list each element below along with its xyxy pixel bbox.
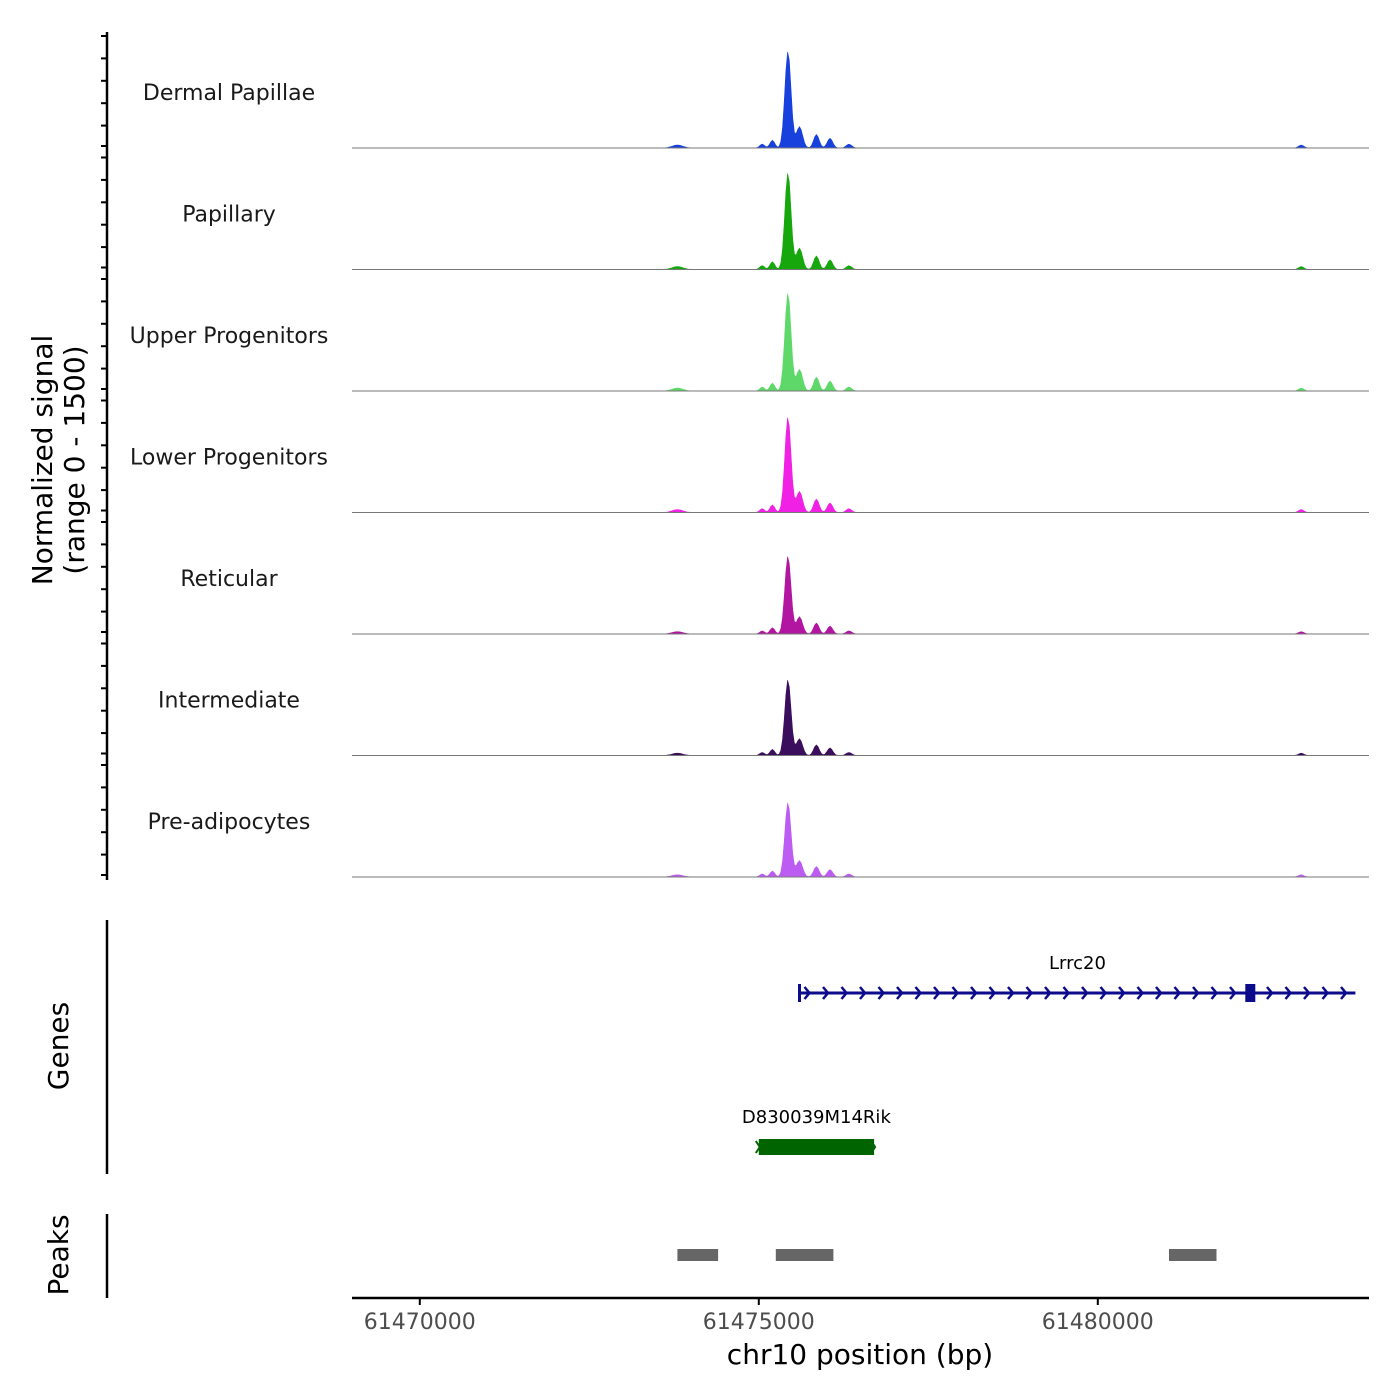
signal-area <box>352 173 1369 270</box>
signal-area <box>352 293 1369 392</box>
strand-arrow <box>896 986 904 1000</box>
strand-arrow <box>812 1140 819 1154</box>
x-axis-title: chr10 position (bp) <box>727 1338 993 1371</box>
strand-arrow <box>1284 986 1293 1000</box>
strand-arrow <box>970 986 978 1000</box>
strand-arrow <box>1340 986 1348 1000</box>
track-label: Papillary <box>182 203 276 228</box>
strand-arrow <box>831 1140 838 1154</box>
strand-arrow <box>1210 986 1219 1000</box>
signal-area <box>352 802 1369 878</box>
strand-arrow <box>1118 986 1126 1000</box>
strand-arrow <box>793 1140 800 1154</box>
x-axis-ticks: 61470000 61475000 61480000 <box>364 1298 1154 1335</box>
peaks-track-title: Peaks <box>42 1214 75 1295</box>
strand-arrow <box>988 986 997 1000</box>
track-dermal-papillae: Dermal Papillae <box>143 51 1369 149</box>
track-label: Dermal Papillae <box>143 81 315 106</box>
strand-arrow <box>914 986 923 1000</box>
gene-d830039m14rik: D830039M14Rik <box>742 1107 892 1155</box>
strand-arrow <box>802 1140 810 1154</box>
x-tick-label: 61480000 <box>1042 1310 1154 1335</box>
strand-arrow <box>1099 986 1108 1000</box>
track-papillary: Papillary <box>182 173 1369 270</box>
gene-lrrc20: Lrrc20 <box>798 953 1356 1002</box>
track-upper-progenitors: Upper Progenitors <box>130 293 1369 392</box>
signal-area <box>352 51 1369 149</box>
strand-arrow <box>783 1140 790 1154</box>
strand-arrow <box>1321 986 1330 1000</box>
strand-arrow <box>841 1140 848 1154</box>
track-label: Reticular <box>180 567 278 592</box>
strand-arrow <box>1062 986 1071 1000</box>
strand-arrow <box>1136 986 1145 1000</box>
strand-arrow <box>1247 986 1256 1000</box>
strand-arrow <box>754 1140 762 1154</box>
strand-arrow <box>822 1140 829 1154</box>
genes-track: Lrrc20 D830039M14Rik <box>742 953 1356 1155</box>
strand-arrow <box>933 986 941 1000</box>
track-pre-adipocytes: Pre-adipocytes <box>148 802 1369 878</box>
strand-arrow <box>822 986 830 1000</box>
track-lower-progenitors: Lower Progenitors <box>130 417 1369 513</box>
signal-area <box>352 680 1369 756</box>
gene-label: Lrrc20 <box>1049 953 1106 974</box>
y-axis-title-line2: (range 0 - 1500) <box>58 345 91 574</box>
peak-region <box>677 1249 719 1261</box>
strand-arrow <box>1044 986 1052 1000</box>
strand-arrow <box>764 1140 771 1154</box>
coverage-tracks: Dermal Papillae Papillary Upper Progenitor… <box>130 51 1369 878</box>
strand-arrow <box>1081 986 1089 1000</box>
strand-arrow <box>1266 986 1274 1000</box>
strand-arrow <box>850 1140 858 1154</box>
strand-arrow <box>1155 986 1163 1000</box>
strand-arrow <box>860 1140 867 1154</box>
strand-arrow <box>774 1140 781 1154</box>
strand-arrow <box>1025 986 1034 1000</box>
strand-arrow <box>803 986 812 1000</box>
strand-arrow <box>1229 986 1237 1000</box>
genes-track-title: Genes <box>42 1002 75 1090</box>
y-axis-title-line1: Normalized signal <box>26 335 59 586</box>
track-label: Pre-adipocytes <box>148 810 311 835</box>
gene-label: D830039M14Rik <box>742 1107 892 1128</box>
strand-arrow <box>870 1140 877 1154</box>
track-label: Upper Progenitors <box>130 324 329 349</box>
strand-arrow <box>1173 986 1182 1000</box>
gene-exon <box>1245 984 1256 1002</box>
strand-arrow <box>840 986 849 1000</box>
signal-area <box>352 417 1369 513</box>
peaks-track <box>677 1249 1217 1261</box>
peak-region <box>775 1249 834 1261</box>
strand-arrow <box>859 986 867 1000</box>
signal-area <box>352 556 1369 635</box>
track-intermediate: Intermediate <box>158 680 1369 756</box>
strand-arrow <box>951 986 960 1000</box>
strand-arrow <box>1007 986 1015 1000</box>
x-tick-label: 61470000 <box>364 1310 476 1335</box>
track-label: Lower Progenitors <box>130 446 328 471</box>
strand-arrow <box>1192 986 1200 1000</box>
peak-region <box>1169 1249 1217 1261</box>
track-reticular: Reticular <box>180 556 1369 635</box>
x-tick-label: 61475000 <box>703 1310 815 1335</box>
track-label: Intermediate <box>158 689 300 714</box>
strand-arrow <box>1303 986 1311 1000</box>
strand-arrow <box>877 986 886 1000</box>
coverage-y-ticks <box>101 35 107 876</box>
